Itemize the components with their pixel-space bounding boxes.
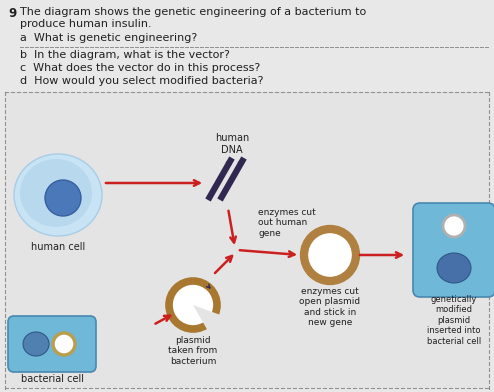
- Circle shape: [169, 281, 217, 329]
- Circle shape: [45, 180, 81, 216]
- Wedge shape: [193, 305, 221, 331]
- Circle shape: [304, 229, 356, 281]
- Ellipse shape: [23, 332, 49, 356]
- Text: human cell: human cell: [31, 242, 85, 252]
- FancyBboxPatch shape: [8, 316, 96, 372]
- Text: plasmid
taken from
bacterium: plasmid taken from bacterium: [168, 336, 218, 366]
- Text: human
DNA: human DNA: [215, 133, 249, 154]
- Text: c  What does the vector do in this process?: c What does the vector do in this proces…: [20, 63, 260, 73]
- FancyBboxPatch shape: [413, 203, 494, 297]
- Text: d  How would you select modified bacteria?: d How would you select modified bacteria…: [20, 76, 263, 86]
- Text: genetically
modified
plasmid
inserted into
bacterial cell: genetically modified plasmid inserted in…: [427, 295, 481, 346]
- Circle shape: [443, 215, 465, 237]
- Text: enzymes cut
open plasmid
and stick in
new gene: enzymes cut open plasmid and stick in ne…: [299, 287, 361, 327]
- Text: a  What is genetic engineering?: a What is genetic engineering?: [20, 33, 197, 43]
- Text: enzymes cut
out human
gene: enzymes cut out human gene: [258, 208, 316, 238]
- Circle shape: [53, 333, 75, 355]
- Text: b  In the diagram, what is the vector?: b In the diagram, what is the vector?: [20, 50, 230, 60]
- Text: produce human insulin.: produce human insulin.: [20, 19, 152, 29]
- Ellipse shape: [14, 154, 102, 236]
- Text: The diagram shows the genetic engineering of a bacterium to: The diagram shows the genetic engineerin…: [20, 7, 366, 17]
- Text: bacterial cell: bacterial cell: [20, 374, 83, 384]
- FancyBboxPatch shape: [5, 92, 489, 388]
- Text: 9: 9: [8, 7, 16, 20]
- Ellipse shape: [20, 159, 92, 227]
- Ellipse shape: [437, 253, 471, 283]
